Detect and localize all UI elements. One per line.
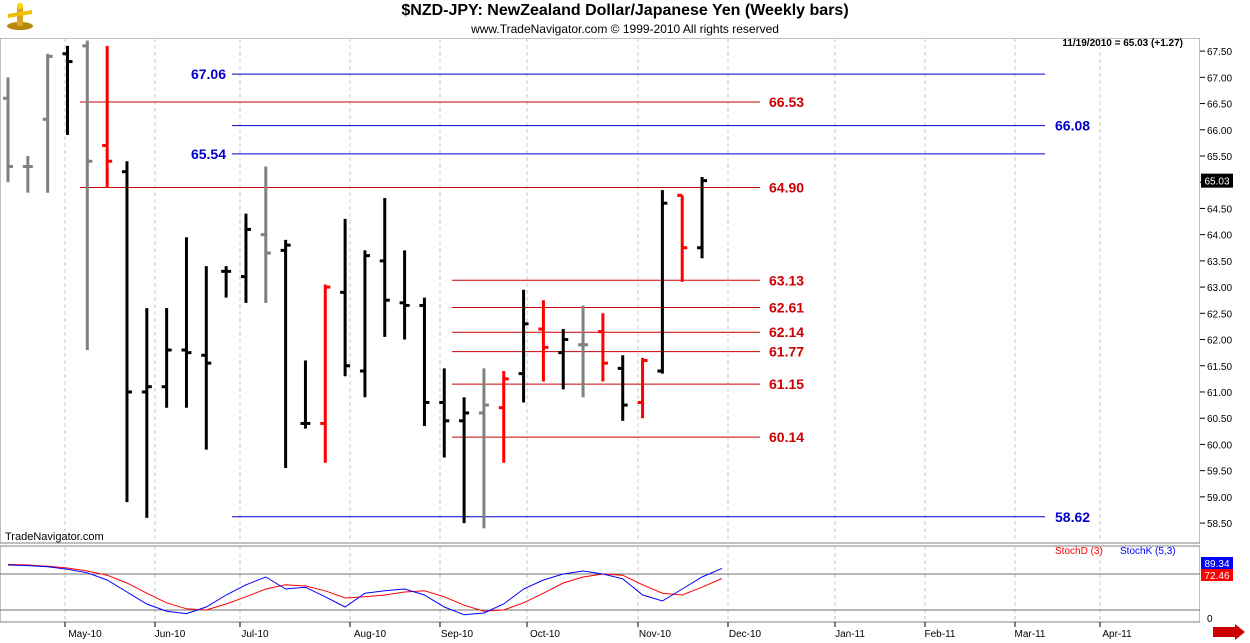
price-tick-label: 67.50	[1207, 47, 1232, 58]
price-tick-label: 58.50	[1207, 519, 1232, 530]
osc-readout-box	[1201, 557, 1233, 569]
date-tick-label: Jul-10	[241, 629, 269, 640]
date-tick-label: Jan-11	[835, 629, 865, 640]
price-tick-label: 65.50	[1207, 152, 1232, 163]
price-panel	[0, 37, 1201, 544]
price-tick-label: 64.00	[1207, 231, 1232, 242]
date-tick-label: Apr-11	[1102, 629, 1132, 640]
date-axis-strip	[0, 623, 1250, 643]
level-label: 64.90	[769, 179, 804, 195]
last-price-label: 65.03	[1204, 177, 1229, 188]
price-tick-label: 63.00	[1207, 283, 1232, 294]
price-tick-label: 64.50	[1207, 204, 1232, 215]
level-label: 58.62	[1055, 509, 1090, 525]
level-label: 60.14	[769, 429, 804, 445]
tradenavigator-logo-icon	[4, 2, 36, 32]
osc-tick-label: 0	[1207, 614, 1213, 625]
price-tick-label: 62.00	[1207, 336, 1232, 347]
osc-readout-box	[1201, 569, 1233, 581]
date-tick-label: Nov-10	[639, 629, 672, 640]
watermark: TradeNavigator.com	[5, 531, 104, 543]
date-tick-label: May-10	[68, 629, 102, 640]
level-label: 67.06	[191, 66, 226, 82]
date-tick-label: Jun-10	[155, 629, 186, 640]
level-label: 62.14	[769, 324, 804, 340]
price-tick-label: 59.00	[1207, 493, 1232, 504]
chart-subtitle: www.TradeNavigator.com © 1999-2010 All r…	[471, 22, 779, 36]
last-price-box	[1201, 173, 1233, 188]
level-label: 61.15	[769, 376, 804, 392]
price-tick-label: 66.50	[1207, 100, 1232, 111]
oscillator-panel	[0, 545, 1201, 623]
osc-series-line	[7, 564, 723, 616]
date-tick-label: Oct-10	[530, 629, 560, 640]
osc-readout-stochk: 89.34	[1204, 559, 1229, 570]
price-tick-label: 66.00	[1207, 126, 1232, 137]
chart-title: $NZD-JPY: NewZealand Dollar/Japanese Yen…	[401, 2, 849, 19]
date-tick-label: Dec-10	[729, 629, 762, 640]
level-label: 62.61	[769, 300, 804, 316]
level-label: 63.13	[769, 272, 804, 288]
osc-readout-stochd: 72.46	[1204, 571, 1229, 582]
osc-legend-stochd: StochD (3)	[1055, 546, 1103, 557]
price-tick-label: 63.50	[1207, 257, 1232, 268]
price-tick-label: 67.00	[1207, 73, 1232, 84]
date-tick-label: Aug-10	[354, 629, 387, 640]
level-label: 61.77	[769, 344, 804, 360]
osc-legend-stochk: StochK (5,3)	[1120, 546, 1176, 557]
price-tick-label: 59.50	[1207, 467, 1232, 478]
date-tick-label: Feb-11	[925, 629, 956, 640]
price-tick-label: 61.00	[1207, 388, 1232, 399]
scroll-right-arrow-icon	[1213, 624, 1245, 640]
level-label: 65.54	[191, 146, 226, 162]
date-tick-label: Mar-11	[1015, 629, 1046, 640]
price-readout: 11/19/2010 = 65.03 (+1.27)	[1062, 38, 1183, 49]
level-label: 66.53	[769, 94, 804, 110]
price-tick-label: 62.50	[1207, 309, 1232, 320]
price-axis-strip	[1200, 38, 1250, 623]
price-tick-label: 60.00	[1207, 440, 1232, 451]
date-tick-label: Sep-10	[441, 629, 474, 640]
price-tick-label: 60.50	[1207, 414, 1232, 425]
chart-header: $NZD-JPY: NewZealand Dollar/Japanese Yen…	[0, 0, 1250, 38]
level-label: 66.08	[1055, 118, 1090, 134]
price-tick-label: 61.50	[1207, 362, 1232, 373]
